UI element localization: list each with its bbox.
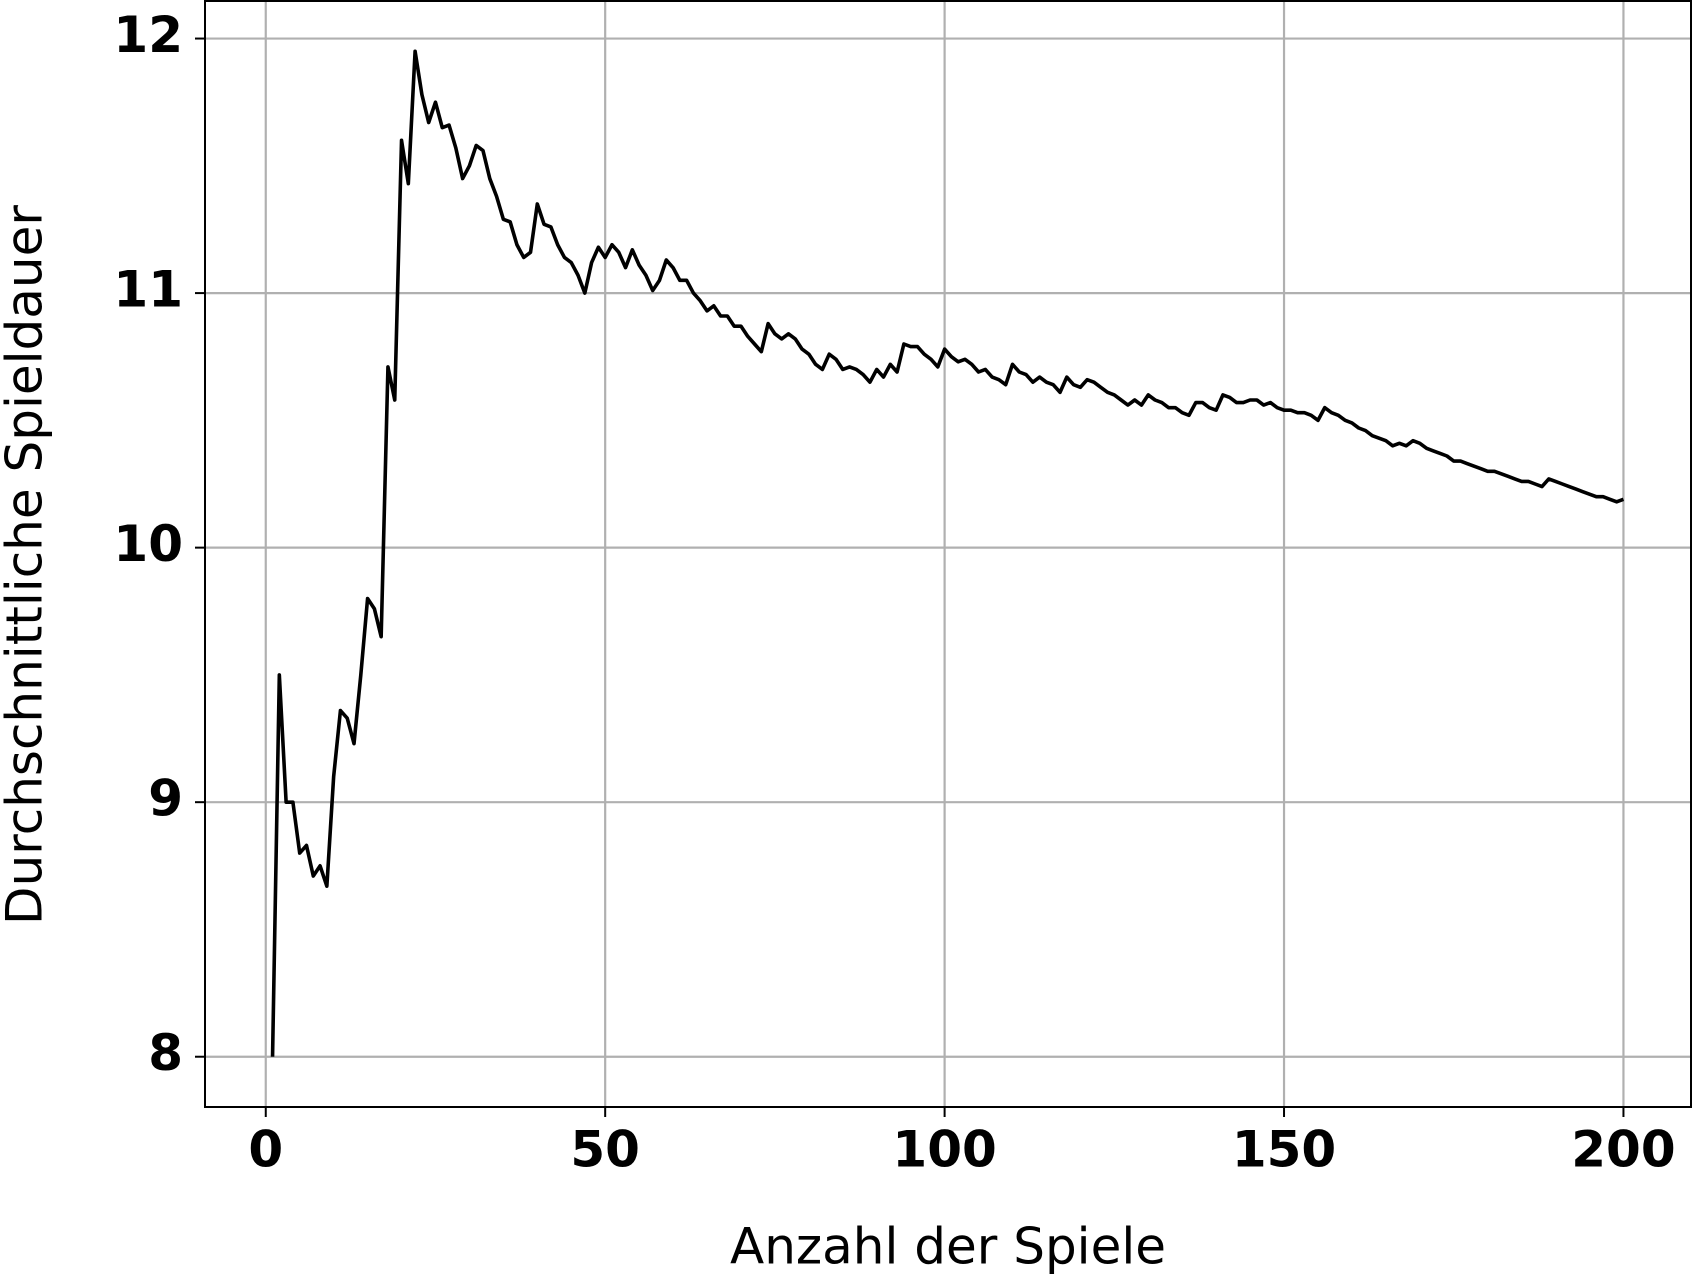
y-tick-label: 10 [113,515,183,573]
x-tick-label: 150 [1232,1121,1336,1179]
y-tick-label: 11 [113,261,183,319]
x-tick-label: 0 [248,1121,283,1179]
y-tick-label: 12 [113,6,183,64]
plot-frame [204,0,1692,1108]
x-tick-label: 200 [1571,1121,1675,1179]
y-tick-label: 8 [148,1024,183,1082]
x-tick-label: 50 [570,1121,640,1179]
data-line [270,49,1625,1057]
x-axis-label: Anzahl der Spiele [730,1218,1166,1276]
x-tick-label: 100 [892,1121,996,1179]
y-tick-label: 9 [148,770,183,828]
y-axis-label: Durchschnittliche Spieldauer [0,205,54,925]
